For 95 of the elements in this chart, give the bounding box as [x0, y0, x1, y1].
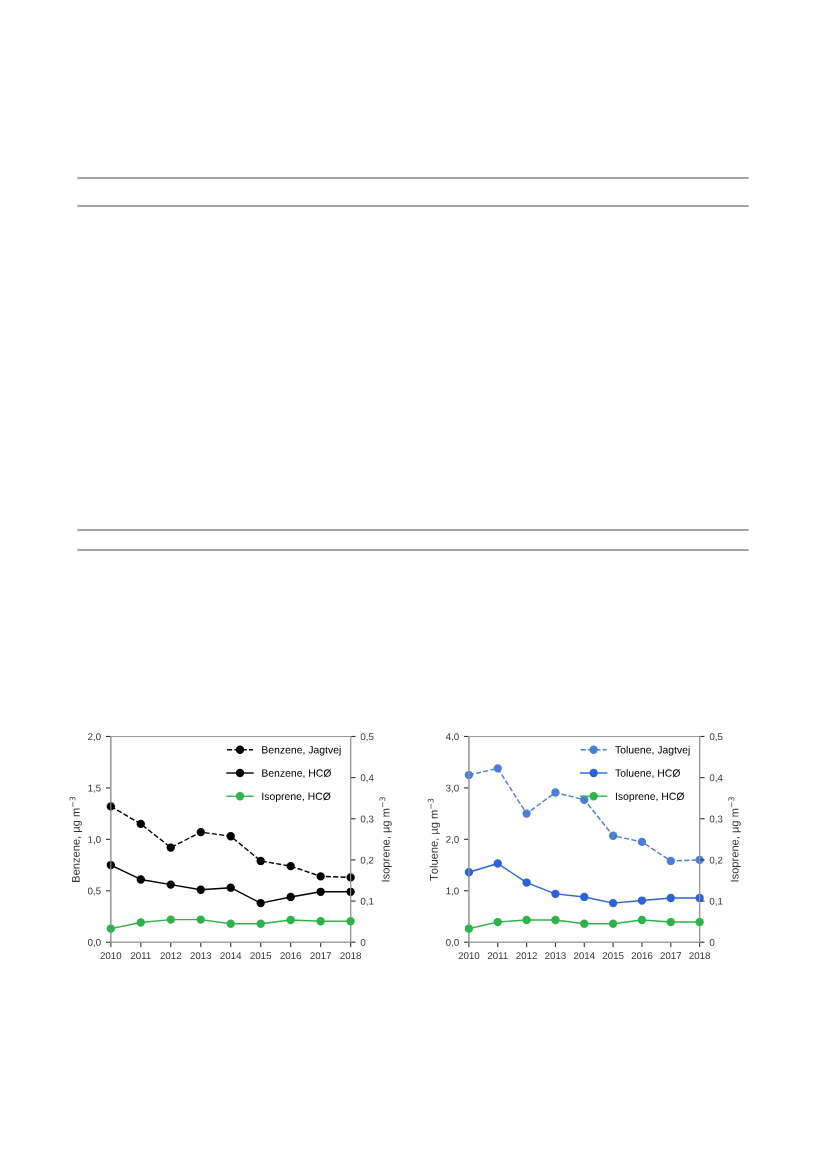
point: [286, 892, 295, 902]
y2-tick-label: 0,5: [709, 733, 723, 742]
point: [316, 887, 325, 896]
point: [637, 915, 647, 925]
x-tick-label: 2013: [190, 952, 212, 960]
x-tick-label: 2011: [130, 952, 151, 960]
y2-tick-label: 0,3: [360, 815, 374, 824]
x-tick-label: 2011: [487, 952, 508, 960]
legend-label: Toluene, HCØ: [615, 769, 681, 778]
legend-label: Isoprene, HCØ: [615, 792, 685, 803]
point: [580, 919, 589, 928]
x-tick-label: 2015: [250, 952, 272, 960]
point: [666, 917, 675, 927]
point: [286, 915, 295, 925]
point: [522, 915, 531, 925]
point: [256, 919, 265, 928]
point: [316, 872, 325, 881]
point: [196, 827, 205, 837]
x-tick-label: 2012: [516, 952, 537, 960]
legend-label: Toluene, Jagtvej: [615, 745, 690, 756]
y-tick-label: 1,0: [446, 887, 459, 896]
point: [637, 896, 647, 905]
y2-tick-label: 0,1: [709, 897, 723, 906]
y2-tick-label: 0,2: [360, 856, 374, 865]
y2-tick-label: 0,1: [360, 897, 374, 906]
x-tick-label: 2010: [458, 952, 480, 960]
x-tick-label: 2015: [602, 952, 624, 960]
x-tick-label: 2013: [545, 952, 566, 960]
point: [666, 856, 675, 866]
point: [226, 832, 235, 841]
point: [637, 837, 647, 847]
point: [166, 915, 175, 924]
x-tick-label: 2010: [100, 952, 122, 960]
point: [136, 875, 145, 884]
point: [493, 917, 502, 927]
point: [522, 809, 531, 818]
point: [580, 892, 589, 902]
point: [608, 831, 618, 840]
x-tick-label: 2017: [310, 952, 331, 960]
y2-tick-label: 0,5: [360, 733, 374, 742]
y2-tick-label: 0,4: [709, 774, 723, 783]
point: [286, 861, 295, 871]
x-tick-label: 2016: [631, 952, 653, 960]
point: [136, 918, 145, 927]
point: [551, 788, 560, 797]
point: [666, 893, 675, 903]
point: [256, 856, 265, 866]
legend-label: Benzene, HCØ: [262, 769, 332, 778]
y-tick-label: 2,0: [446, 836, 459, 845]
point: [226, 919, 235, 928]
x-tick-label: 2018: [340, 952, 362, 960]
x-tick-label: 2018: [689, 952, 711, 960]
y-tick-label: 1,0: [88, 836, 101, 845]
point: [166, 843, 175, 852]
y-tick-label: 2,0: [88, 733, 101, 742]
legend-label: Isoprene, HCØ: [262, 792, 331, 803]
point: [196, 885, 205, 894]
y2-axis-title: Isoprene, µg m$^{−3}$: [728, 797, 741, 882]
y2-axis-title: Isoprene, µg m$^{−3}$: [379, 797, 392, 882]
y-tick-label: 1,5: [88, 784, 101, 793]
point: [608, 898, 618, 908]
point: [522, 878, 531, 887]
point: [608, 919, 618, 928]
point: [551, 889, 560, 899]
point: [493, 764, 502, 773]
point: [493, 859, 502, 868]
y2-tick-label: 0,3: [709, 815, 723, 824]
x-tick-label: 2017: [660, 952, 682, 960]
x-tick-label: 2014: [573, 952, 595, 960]
point: [464, 924, 474, 933]
y-tick-label: 3,0: [446, 784, 459, 793]
y-tick-label: 0,5: [87, 887, 101, 896]
x-tick-label: 2014: [220, 952, 242, 960]
y-axis-title: Benzene, µg m$^{−3}$: [69, 796, 82, 882]
point: [256, 898, 265, 908]
point: [346, 917, 355, 926]
y-tick-label: 0,0: [87, 938, 101, 947]
x-tick-label: 2012: [160, 952, 182, 960]
y-tick-label: 4,0: [445, 733, 459, 742]
x-tick-label: 2016: [280, 952, 302, 960]
point: [196, 915, 205, 924]
point: [136, 819, 145, 829]
point: [551, 915, 560, 925]
point: [695, 917, 704, 927]
y2-tick-label: 0: [709, 938, 715, 946]
point: [316, 917, 325, 926]
point: [106, 924, 115, 933]
y2-tick-label: 0,2: [709, 856, 723, 865]
point: [226, 883, 235, 892]
y2-tick-label: 0: [360, 938, 366, 946]
y-tick-label: 0,0: [446, 938, 459, 947]
y-axis-title: Toluene, µg m$^{−3}$: [427, 798, 440, 881]
legend-label: Benzene, Jagtvej: [262, 745, 341, 756]
point: [166, 880, 175, 889]
y2-tick-label: 0,4: [360, 774, 374, 783]
